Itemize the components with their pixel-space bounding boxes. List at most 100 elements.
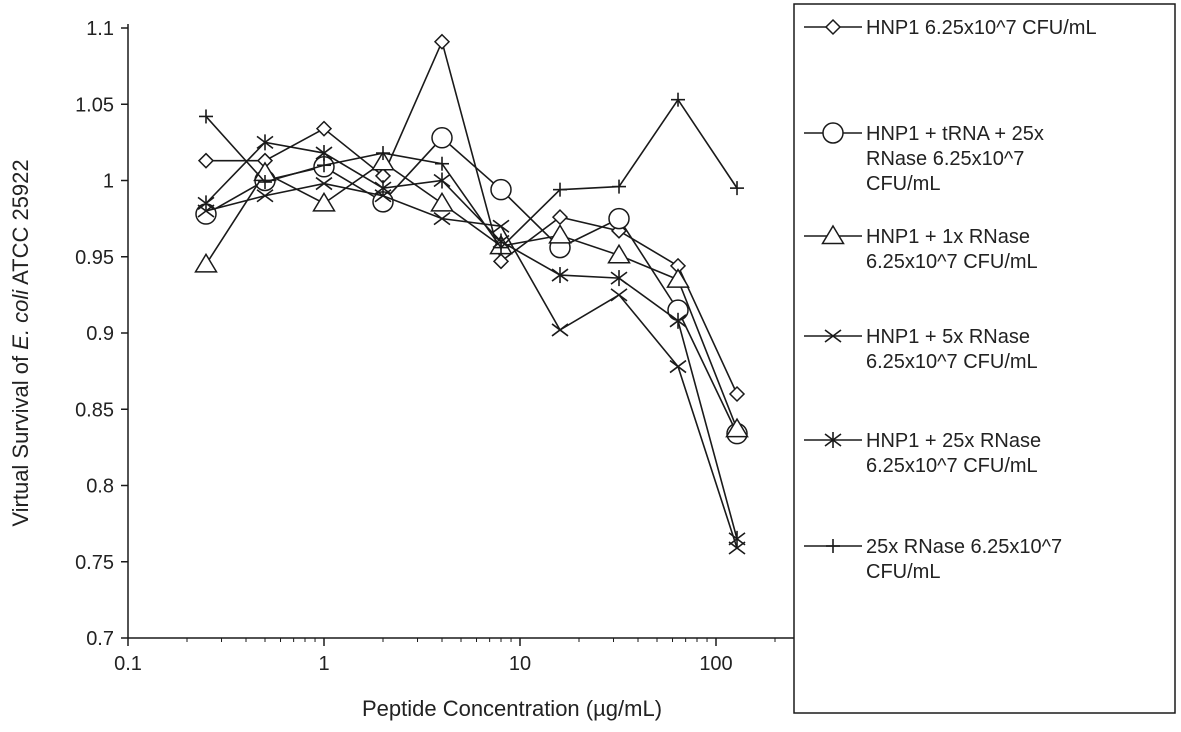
data-point	[197, 152, 215, 169]
series-4	[197, 176, 746, 555]
series-6	[198, 92, 745, 255]
data-point	[315, 120, 333, 137]
data-point	[197, 195, 215, 212]
y-tick-label: 0.75	[75, 552, 114, 574]
legend-label: HNP1 + 25x RNase	[866, 430, 1041, 452]
legend-label: HNP1 6.25x10^7 CFU/mL	[866, 17, 1097, 39]
data-point	[433, 33, 451, 50]
series-line	[205, 141, 738, 540]
series-line	[205, 136, 738, 434]
data-point	[433, 172, 451, 189]
legend-label: 25x RNase 6.25x10^7	[866, 536, 1062, 558]
legend-marker	[826, 539, 840, 553]
legend-marker	[824, 18, 842, 36]
data-point	[728, 385, 746, 403]
data-point	[374, 180, 392, 197]
data-point	[728, 530, 746, 547]
y-tick-label: 0.85	[75, 399, 114, 421]
legend-label: RNase 6.25x10^7	[866, 148, 1024, 170]
data-point	[194, 252, 218, 273]
data-point	[551, 323, 569, 337]
y-tick-label: 0.9	[86, 323, 114, 345]
legend-label: CFU/mL	[866, 561, 940, 583]
legend-box	[793, 3, 1176, 714]
legend-label: HNP1 + tRNA + 25x	[866, 123, 1044, 145]
x-tick-label: 0.1	[114, 653, 142, 675]
data-point	[435, 156, 450, 171]
data-point	[376, 146, 391, 161]
data-point	[490, 178, 512, 201]
series-3	[194, 150, 749, 438]
data-point	[494, 240, 509, 255]
data-point	[548, 223, 572, 244]
y-axis-title-part: ATCC 25922	[8, 159, 33, 289]
data-point	[608, 207, 630, 230]
data-point	[551, 267, 569, 284]
data-point	[728, 541, 746, 555]
data-point	[317, 158, 331, 173]
data-point	[553, 182, 568, 197]
legend-entry: HNP1 6.25x10^7 CFU/mL	[804, 17, 1097, 39]
x-axis-title: Peptide Concentration (µg/mL)	[362, 696, 662, 721]
y-axis-title-part: Virtual Survival of	[8, 350, 33, 527]
data-point	[257, 175, 272, 190]
legend-label: CFU/mL	[866, 173, 940, 195]
legend-entry: 25x RNase 6.25x10^7 CFU/mL	[804, 536, 1062, 583]
y-axis-title: Virtual Survival of E. coli ATCC 25922	[8, 159, 33, 526]
data-point	[371, 150, 395, 171]
legend-label: HNP1 + 5x RNase	[866, 326, 1030, 348]
legend-label: 6.25x10^7 CFU/mL	[866, 455, 1038, 477]
legend-marker	[822, 122, 844, 144]
series-5	[197, 134, 746, 547]
data-point	[666, 268, 690, 288]
y-tick-label: 0.7	[86, 628, 114, 650]
data-point	[610, 288, 628, 302]
y-tick-label: 1.05	[75, 94, 114, 116]
data-point	[725, 417, 749, 438]
series-1	[197, 33, 746, 403]
data-point	[198, 109, 213, 124]
legend-entry: HNP1 + tRNA + 25x RNase 6.25x10^7 CFU/mL	[804, 122, 1044, 195]
x-tick-label: 1	[318, 653, 329, 675]
legend-entry: HNP1 + 5x RNase 6.25x10^7 CFU/mL	[804, 326, 1038, 373]
data-point	[433, 211, 451, 226]
data-point	[607, 243, 631, 264]
y-axis-title-part: E. coli	[8, 289, 33, 350]
x-tick-label: 100	[699, 653, 732, 675]
series-line	[205, 98, 738, 249]
data-point	[730, 181, 745, 196]
data-point	[492, 219, 510, 233]
data-point	[610, 270, 628, 287]
legend-label: HNP1 + 1x RNase	[866, 226, 1030, 248]
y-tick-label: 1.1	[86, 18, 114, 40]
data-point	[312, 191, 336, 212]
data-point	[256, 189, 274, 203]
data-point	[669, 359, 687, 374]
series-line	[205, 182, 738, 549]
data-point	[431, 127, 453, 149]
legend-marker	[824, 432, 842, 448]
data-point	[430, 191, 454, 212]
x-tick-label: 10	[509, 653, 531, 675]
y-tick-label: 0.8	[86, 476, 114, 498]
series-group	[194, 33, 749, 555]
legend: HNP1 6.25x10^7 CFU/mL HNP1 + tRNA + 25x RN…	[793, 3, 1176, 714]
axes: 0.70.750.80.850.90.9511.051.10.111010010…	[8, 18, 934, 721]
legend-entry: HNP1 + 25x RNase 6.25x10^7 CFU/mL	[804, 430, 1041, 477]
data-point	[315, 176, 333, 191]
legend-marker	[824, 329, 842, 343]
series-line	[205, 39, 738, 395]
legend-entry: HNP1 + 1x RNase 6.25x10^7 CFU/mL	[804, 224, 1038, 273]
data-point	[671, 92, 686, 107]
data-point	[669, 312, 687, 329]
data-point	[492, 253, 510, 270]
y-tick-label: 0.95	[75, 247, 114, 269]
series-2	[195, 127, 748, 445]
legend-marker	[821, 224, 845, 245]
y-tick-label: 1	[103, 171, 114, 193]
series-line	[205, 161, 738, 430]
data-point	[612, 179, 627, 194]
legend-label: 6.25x10^7 CFU/mL	[866, 251, 1038, 273]
